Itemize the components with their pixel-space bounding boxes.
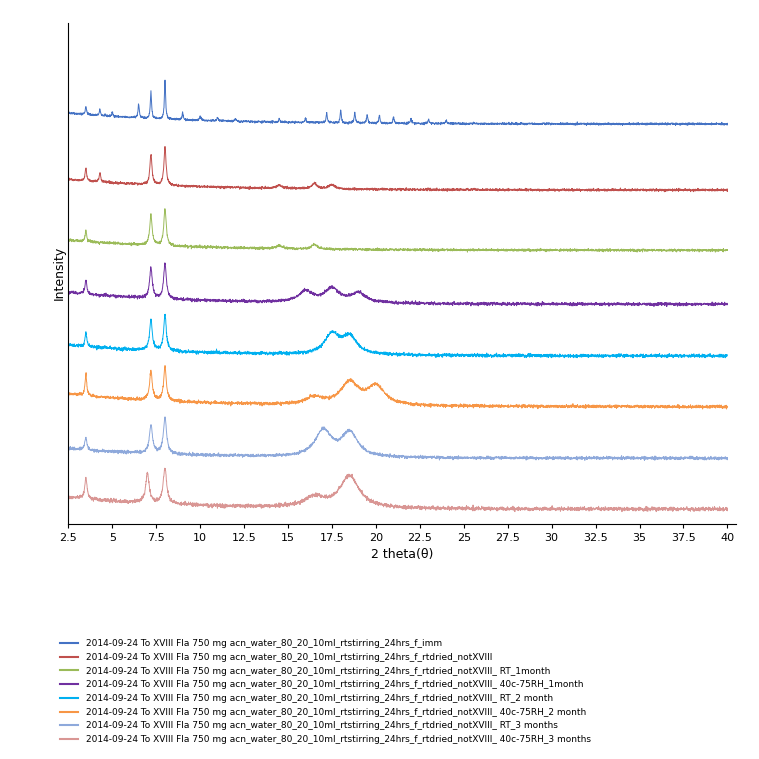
X-axis label: 2 theta(θ): 2 theta(θ) — [371, 548, 433, 562]
Y-axis label: Intensity: Intensity — [52, 246, 65, 301]
Legend: 2014-09-24 To XVIII Fla 750 mg acn_water_80_20_10ml_rtstirring_24hrs_f_imm, 2014: 2014-09-24 To XVIII Fla 750 mg acn_water… — [58, 637, 594, 747]
